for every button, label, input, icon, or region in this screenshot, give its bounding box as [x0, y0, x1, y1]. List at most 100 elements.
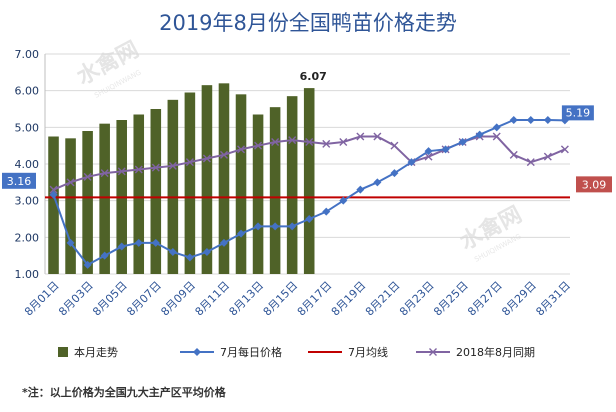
point-july-daily: [254, 222, 263, 231]
y-tick-label: 5.00: [15, 121, 40, 134]
point-2018: [202, 154, 211, 163]
footnote: *注：以上价格为全国九大主产区平均价格: [22, 385, 227, 399]
x-tick-label: 8月23日: [397, 279, 437, 319]
point-july-daily: [271, 222, 280, 231]
point-july-daily: [424, 147, 433, 156]
point-2018: [288, 136, 297, 145]
x-tick-label: 8月11日: [193, 279, 233, 319]
x-tick-label: 8月31日: [533, 279, 573, 319]
point-2018: [356, 132, 365, 141]
point-2018: [424, 152, 433, 161]
x-tick-label: 8月21日: [363, 279, 403, 319]
point-2018: [100, 169, 109, 178]
point-july-daily: [219, 238, 228, 247]
y-tick-label: 7.00: [15, 48, 40, 61]
bar: [201, 85, 213, 275]
y-tick-label: 6.00: [15, 85, 40, 98]
point-2018: [237, 145, 246, 154]
watermark-text: 水禽网: [73, 36, 143, 90]
point-july-daily: [134, 238, 143, 247]
x-tick-label: 8月27日: [465, 279, 505, 319]
bar: [133, 114, 145, 274]
point-july-daily: [100, 251, 109, 260]
bar: [184, 92, 196, 274]
x-tick-label: 8月15日: [261, 279, 301, 319]
y-tick-label: 4.00: [15, 158, 40, 171]
point-july-daily: [475, 130, 484, 139]
legend-marker: [193, 348, 201, 356]
point-2018: [117, 167, 126, 176]
x-tick-label: 8月03日: [56, 279, 96, 319]
start-label-box: [2, 172, 36, 189]
point-2018: [271, 138, 280, 146]
legend-label: 7月每日价格: [220, 345, 282, 359]
point-july-daily: [407, 158, 416, 167]
bar: [235, 94, 247, 274]
point-july-daily: [543, 116, 552, 124]
point-july-daily: [441, 145, 450, 154]
point-2018: [305, 138, 314, 146]
point-july-daily: [168, 248, 177, 256]
point-july-daily: [339, 196, 348, 205]
bar: [167, 99, 179, 274]
legend-label: 7月均线: [348, 345, 388, 359]
point-july-daily: [117, 242, 126, 251]
point-2018: [134, 165, 143, 174]
point-july-daily: [509, 116, 518, 124]
chart-title: 2019年8月份全国鸭苗价格走势: [159, 11, 457, 35]
legend-marker: [429, 348, 437, 356]
point-july-daily: [49, 190, 58, 199]
bar-series-current-month: [48, 83, 315, 275]
point-2018: [560, 145, 569, 154]
bar: [48, 136, 59, 274]
x-tick-label: 8月01日: [22, 279, 62, 319]
point-2018: [49, 185, 58, 194]
point-july-daily: [458, 138, 467, 146]
end-label: 5.19: [566, 106, 591, 119]
point-july-daily: [202, 248, 211, 256]
point-july-daily: [492, 123, 501, 132]
bar: [99, 123, 110, 275]
bar: [252, 114, 264, 274]
data-labels: 6.07 3.16 5.19 3.09: [2, 70, 612, 193]
y-tick-label: 1.00: [15, 268, 40, 281]
point-july-daily: [373, 178, 382, 187]
point-2018: [543, 152, 552, 161]
point-2018: [151, 163, 160, 172]
point-july-daily: [526, 116, 535, 124]
avg-label-box: [576, 176, 612, 193]
point-2018: [185, 158, 194, 167]
point-july-daily: [288, 222, 297, 231]
x-tick-label: 8月25日: [431, 279, 471, 319]
legend-swatch: [58, 347, 68, 357]
bar: [65, 138, 76, 274]
line-series-july-daily: [49, 116, 569, 269]
point-2018: [339, 138, 348, 146]
point-2018: [254, 141, 263, 150]
point-july-daily: [185, 253, 194, 262]
point-2018: [322, 139, 331, 148]
point-2018: [373, 132, 382, 141]
point-2018: [526, 158, 535, 167]
y-axis: 1.00 2.00 3.00 4.00 5.00 6.00 7.00: [15, 48, 40, 281]
point-july-daily: [83, 260, 92, 269]
point-2018: [492, 132, 501, 141]
end-label-box: [561, 105, 594, 121]
point-july-daily: [390, 169, 399, 178]
bar: [150, 109, 162, 274]
point-2018: [390, 141, 399, 150]
bar: [286, 96, 298, 275]
x-tick-label: 8月29日: [499, 279, 539, 319]
x-tick-label: 8月05日: [90, 279, 130, 319]
point-2018: [168, 161, 177, 170]
point-july-daily: [305, 215, 314, 223]
legend-label: 2018年8月同期: [456, 345, 535, 359]
point-july-daily: [237, 229, 246, 238]
point-2018: [83, 172, 92, 181]
point-july-daily: [322, 207, 331, 216]
bar-value-label: 6.07: [300, 70, 327, 83]
bar: [218, 83, 230, 274]
point-july-daily: [66, 238, 75, 247]
y-tick-label: 2.00: [15, 231, 40, 244]
